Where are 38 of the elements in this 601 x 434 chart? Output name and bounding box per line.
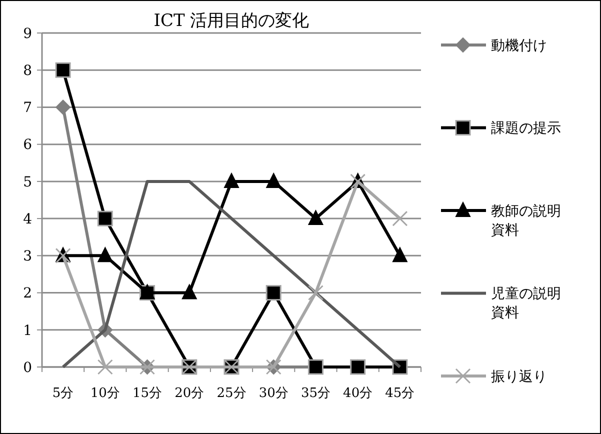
legend-label: 振り返り (491, 368, 547, 385)
point (224, 172, 239, 188)
x-tick-label: 20分 (174, 386, 204, 401)
legend-label: 動機付け (491, 38, 547, 54)
x-tick-label: 30分 (258, 386, 288, 401)
point (182, 284, 197, 300)
chart-title: ICT 活用目的の変化 (154, 11, 310, 31)
x-tick-label: 10分 (90, 386, 120, 401)
y-tick-label: 4 (23, 211, 32, 228)
x-tick-label: 5分 (52, 386, 74, 401)
x-tick-label: 15分 (132, 386, 162, 401)
y-tick-label: 6 (23, 137, 32, 154)
y-tick-label: 0 (23, 360, 32, 376)
point (392, 247, 408, 262)
y-tick-label: 9 (23, 26, 32, 42)
y-tick-label: 2 (23, 286, 32, 302)
point (56, 100, 71, 115)
y-tick-label: 3 (23, 248, 32, 265)
x-tick-label: 40分 (343, 386, 373, 401)
legend-label: 教師の説明資料 (491, 203, 561, 238)
x-tick-label: 25分 (216, 386, 246, 401)
y-tick-label: 5 (23, 174, 32, 190)
point (308, 210, 324, 226)
legend-label: 児童の説明資料 (491, 286, 561, 322)
y-tick-label: 7 (23, 100, 32, 116)
point (392, 210, 408, 226)
point (97, 359, 113, 375)
point (55, 62, 71, 78)
point (266, 172, 282, 188)
point (308, 285, 324, 301)
point (97, 210, 113, 226)
y-tick-label: 1 (23, 322, 32, 339)
point (266, 285, 282, 301)
x-tick-label: 45分 (385, 386, 415, 401)
point (98, 247, 113, 262)
y-tick-label: 8 (23, 63, 32, 80)
x-tick-label: 35分 (300, 386, 330, 401)
legend-label: 課題の提示 (491, 120, 561, 137)
